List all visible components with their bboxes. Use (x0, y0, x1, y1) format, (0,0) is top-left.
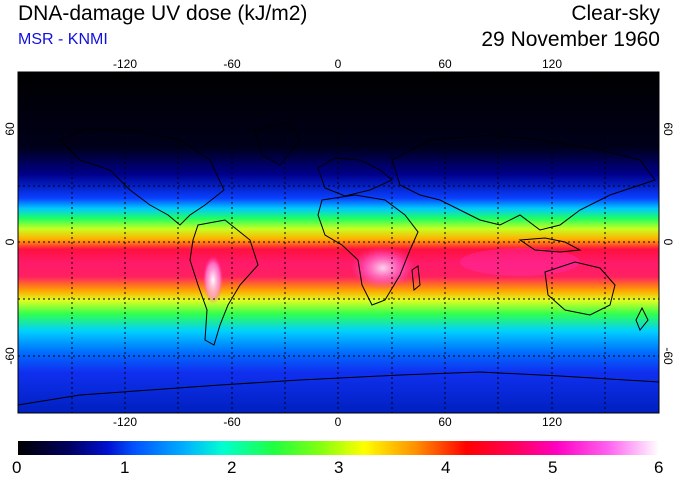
date-label: 29 November 1960 (481, 28, 660, 51)
sky-condition-label: Clear-sky (571, 2, 660, 25)
africa-hotspot (351, 246, 415, 290)
lat-tick-left: 0 (3, 238, 17, 245)
lon-tick-bottom: 120 (542, 415, 562, 429)
map-frame (17, 71, 660, 414)
lat-tick-labels-right: 60 0 -60 (661, 122, 675, 365)
colorbar-label: 5 (548, 458, 558, 477)
colorbar-label: 4 (441, 458, 451, 477)
lon-tick-top: 120 (542, 57, 562, 71)
colorbar-label: 1 (120, 458, 130, 477)
colorbar-label: 6 (654, 458, 664, 477)
lon-tick-labels-top: -120 -60 0 60 120 (113, 57, 562, 71)
lon-tick-top: -60 (223, 57, 241, 71)
andes-hotspot (203, 256, 223, 304)
lat-tick-left: -60 (3, 347, 17, 365)
lon-tick-labels-bottom: -120 -60 0 60 120 (113, 415, 562, 429)
lon-tick-top: 0 (335, 57, 342, 71)
lat-tick-right: 0 (661, 239, 675, 246)
colorbar (18, 441, 659, 455)
coastlines (18, 121, 659, 406)
lat-tick-left: 60 (3, 122, 17, 136)
lat-tick-right: -60 (661, 347, 675, 365)
lat-tick-right: 60 (661, 122, 675, 136)
lon-tick-bottom: 60 (438, 415, 452, 429)
lon-tick-top: 60 (438, 57, 452, 71)
lon-tick-top: -120 (113, 57, 137, 71)
lon-tick-bottom: -120 (113, 415, 137, 429)
lat-tick-labels-left: 60 0 -60 (3, 122, 17, 365)
colorbar-label: 3 (334, 458, 344, 477)
source-label: MSR - KNMI (18, 31, 108, 48)
lon-tick-bottom: 0 (335, 415, 342, 429)
colorbar-label: 0 (12, 458, 22, 477)
map-title: DNA-damage UV dose (kJ/m2) (18, 2, 308, 25)
graticule (18, 72, 659, 413)
lon-tick-bottom: -60 (223, 415, 241, 429)
colorbar-label: 2 (227, 458, 237, 477)
